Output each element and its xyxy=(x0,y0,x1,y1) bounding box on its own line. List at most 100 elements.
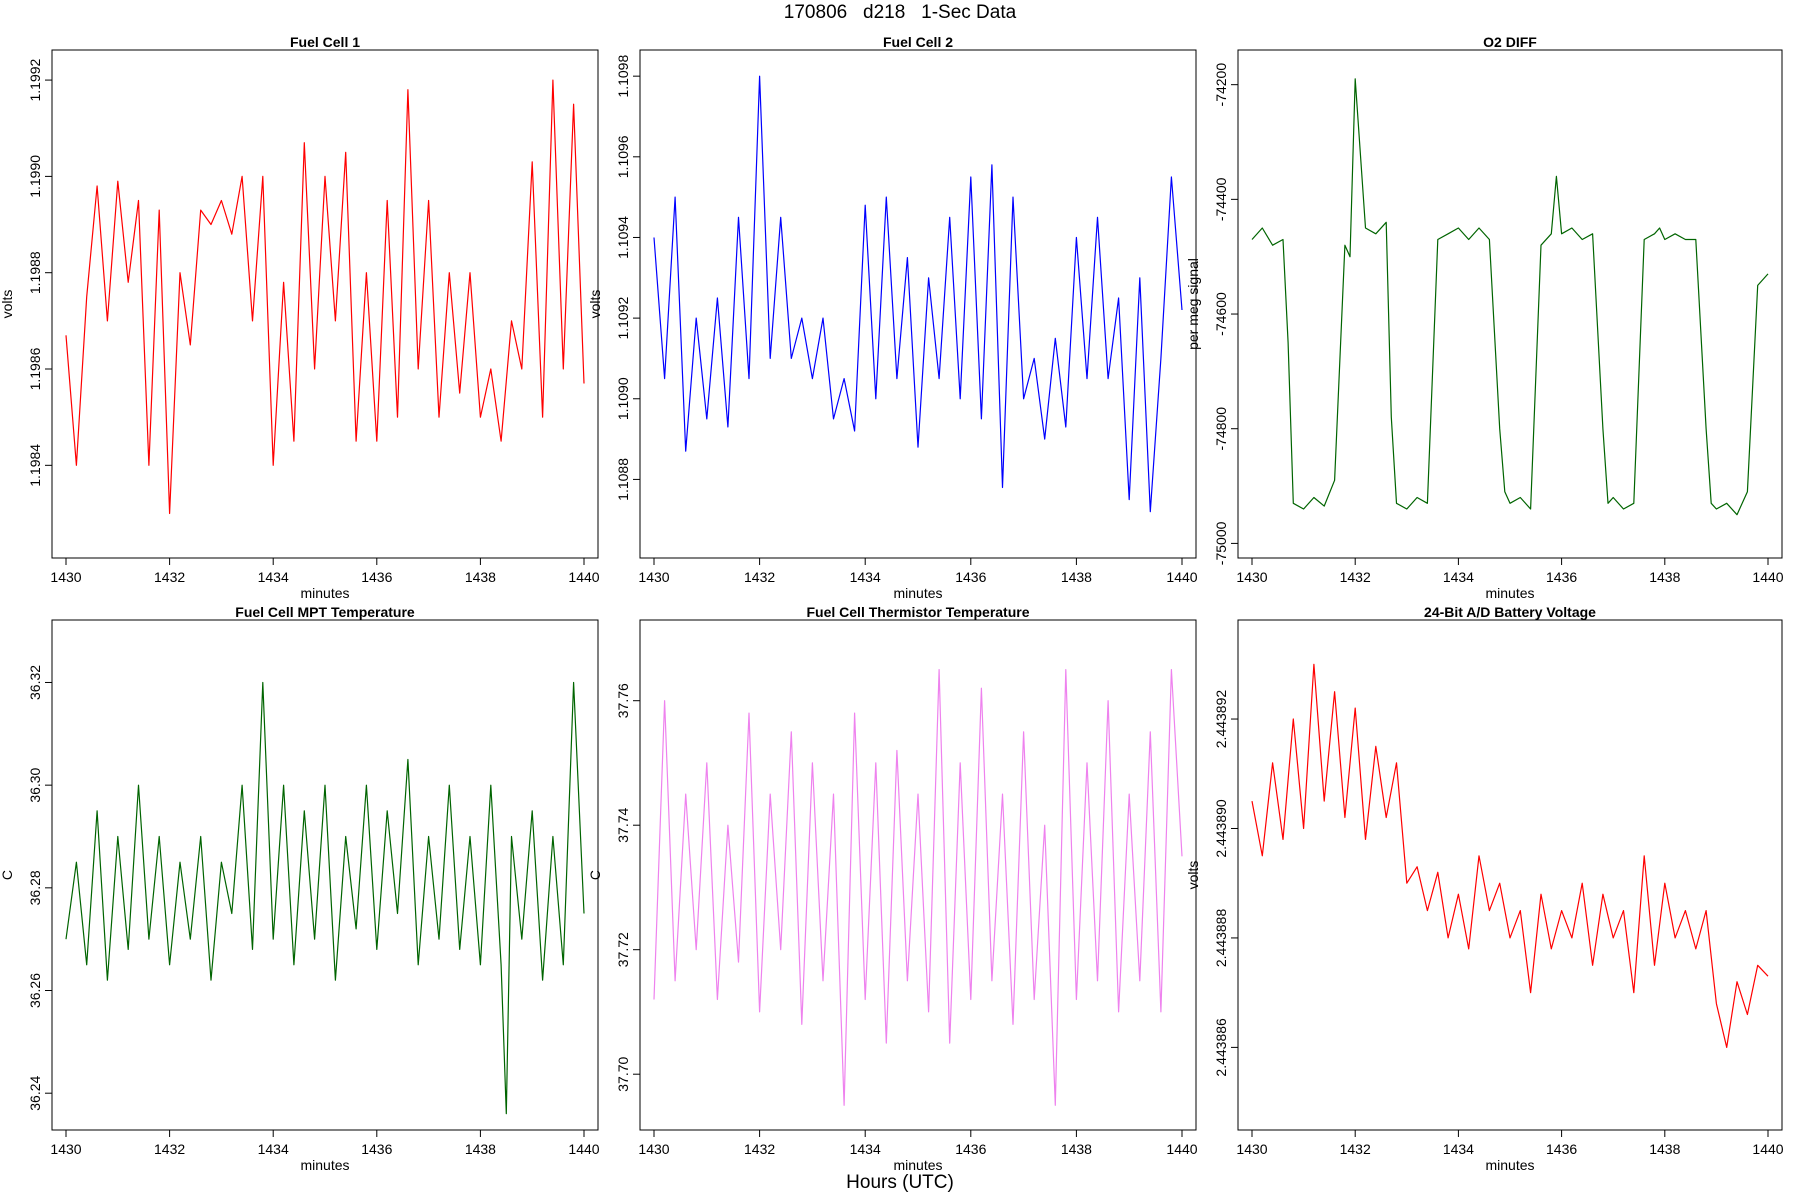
chart-panel-4: Fuel Cell MPT Temperature 1430 1432 1434 143… xyxy=(0,604,600,1173)
chart-title: 24-Bit A/D Battery Voltage xyxy=(1424,604,1596,620)
y-tick-label: -74600 xyxy=(1213,292,1229,336)
y-axis-label: C xyxy=(587,870,603,880)
x-axis-label: minutes xyxy=(300,1157,349,1173)
y-tick-label: 37.70 xyxy=(615,1056,631,1091)
y-tick-label: 1.1092 xyxy=(615,296,631,339)
y-tick-label: 1.1986 xyxy=(27,347,43,390)
y-axis-label: per meg signal xyxy=(1185,258,1201,350)
x-tick-label: 1432 xyxy=(744,569,775,585)
y-axis-label: C xyxy=(0,870,15,880)
x-tick-label: 1432 xyxy=(1340,1141,1371,1157)
y-tick-label: 37.74 xyxy=(615,807,631,842)
y-tick-label: 1.1088 xyxy=(615,458,631,501)
x-tick-label: 1432 xyxy=(744,1141,775,1157)
chart-panel-2: Fuel Cell 2 1430 1432 1434 1436 1438 1440 minut… xyxy=(587,34,1198,601)
plot-frame xyxy=(1237,619,1783,1131)
plot-frame xyxy=(639,49,1197,559)
x-tick-label: 1440 xyxy=(568,1141,599,1157)
x-tick-label: 1438 xyxy=(1649,1141,1680,1157)
chart-title: O2 DIFF xyxy=(1483,34,1537,50)
chart-title: Fuel Cell Thermistor Temperature xyxy=(806,604,1029,620)
y-tick-label: 36.26 xyxy=(27,973,43,1008)
plot-frame xyxy=(1237,49,1783,559)
y-axis-label: volts xyxy=(587,290,603,319)
x-tick-label: 1440 xyxy=(1752,1141,1783,1157)
chart-panel-6: 24-Bit A/D Battery Voltage 1430 1432 1434 14… xyxy=(1185,604,1784,1173)
x-tick-label: 1436 xyxy=(361,569,392,585)
x-tick-label: 1434 xyxy=(258,569,289,585)
x-tick-label: 1430 xyxy=(50,1141,81,1157)
x-tick-label: 1440 xyxy=(1752,569,1783,585)
x-tick-label: 1438 xyxy=(465,1141,496,1157)
x-tick-label: 1436 xyxy=(1546,1141,1577,1157)
y-tick-label: -74200 xyxy=(1213,63,1229,107)
y-tick-label: 36.24 xyxy=(27,1075,43,1110)
x-axis-label: minutes xyxy=(300,585,349,601)
y-tick-label: 1.1094 xyxy=(615,216,631,259)
x-tick-label: 1430 xyxy=(50,569,81,585)
x-tick-label: 1434 xyxy=(850,1141,881,1157)
x-tick-label: 1430 xyxy=(638,1141,669,1157)
series-line xyxy=(1251,78,1769,516)
y-tick-label: -75000 xyxy=(1213,521,1229,565)
plot-frame xyxy=(639,619,1197,1131)
x-tick-label: 1440 xyxy=(1166,1141,1197,1157)
x-tick-label: 1438 xyxy=(1061,1141,1092,1157)
x-tick-label: 1440 xyxy=(1166,569,1197,585)
chart-title: Fuel Cell 2 xyxy=(883,34,953,50)
y-tick-label: 1.1098 xyxy=(615,55,631,98)
page-title: 170806 d218 1-Sec Data xyxy=(783,2,1017,23)
y-tick-label: 2.443892 xyxy=(1213,690,1229,749)
x-tick-label: 1432 xyxy=(154,1141,185,1157)
x-tick-label: 1438 xyxy=(465,569,496,585)
y-tick-label: 1.1992 xyxy=(27,58,43,101)
x-tick-label: 1430 xyxy=(1236,1141,1267,1157)
chart-title: Fuel Cell 1 xyxy=(290,34,360,50)
x-tick-label: 1436 xyxy=(955,1141,986,1157)
plot-frame xyxy=(51,49,599,559)
series-line xyxy=(653,75,1183,513)
x-tick-label: 1436 xyxy=(361,1141,392,1157)
x-axis-label: minutes xyxy=(1485,1157,1534,1173)
x-tick-label: 1432 xyxy=(1340,569,1371,585)
y-tick-label: 37.76 xyxy=(615,683,631,718)
x-tick-label: 1440 xyxy=(568,569,599,585)
y-tick-label: -74400 xyxy=(1213,177,1229,221)
y-tick-label: 2.443890 xyxy=(1213,799,1229,858)
series-line xyxy=(65,681,585,1115)
series-line xyxy=(1251,663,1769,1049)
y-tick-label: 36.32 xyxy=(27,665,43,700)
x-tick-label: 1438 xyxy=(1649,569,1680,585)
x-axis-label: minutes xyxy=(1485,585,1534,601)
y-tick-label: 1.1984 xyxy=(27,444,43,487)
x-tick-label: 1434 xyxy=(258,1141,289,1157)
chart-panel-3: O2 DIFF 1430 1432 1434 1436 1438 1440 minutes -7… xyxy=(1185,34,1784,601)
y-tick-label: 37.72 xyxy=(615,932,631,967)
x-tick-label: 1432 xyxy=(154,569,185,585)
x-axis-label: minutes xyxy=(893,1157,942,1173)
y-tick-label: 2.443888 xyxy=(1213,909,1229,968)
y-tick-label: 1.1090 xyxy=(615,377,631,420)
x-axis-overall-label: Hours (UTC) xyxy=(846,1172,954,1193)
y-tick-label: 1.1990 xyxy=(27,155,43,198)
x-tick-label: 1434 xyxy=(850,569,881,585)
y-axis-label: volts xyxy=(0,290,15,319)
x-tick-label: 1430 xyxy=(1236,569,1267,585)
y-tick-label: 2.443886 xyxy=(1213,1018,1229,1077)
series-line xyxy=(65,79,585,515)
chart-title: Fuel Cell MPT Temperature xyxy=(235,604,415,620)
x-tick-label: 1430 xyxy=(638,569,669,585)
plot-frame xyxy=(51,619,599,1131)
x-tick-label: 1434 xyxy=(1443,1141,1474,1157)
y-tick-label: 1.1096 xyxy=(615,135,631,178)
y-tick-label: 36.28 xyxy=(27,870,43,905)
y-axis-label: volts xyxy=(1185,861,1201,890)
y-tick-label: 36.30 xyxy=(27,767,43,802)
chart-panel-1: Fuel Cell 1 1430 1432 1434 1436 1438 1440 minut… xyxy=(0,34,600,601)
x-axis-label: minutes xyxy=(893,585,942,601)
y-tick-label: -74800 xyxy=(1213,407,1229,451)
x-tick-label: 1438 xyxy=(1061,569,1092,585)
series-line xyxy=(653,668,1183,1106)
y-tick-label: 1.1988 xyxy=(27,251,43,294)
